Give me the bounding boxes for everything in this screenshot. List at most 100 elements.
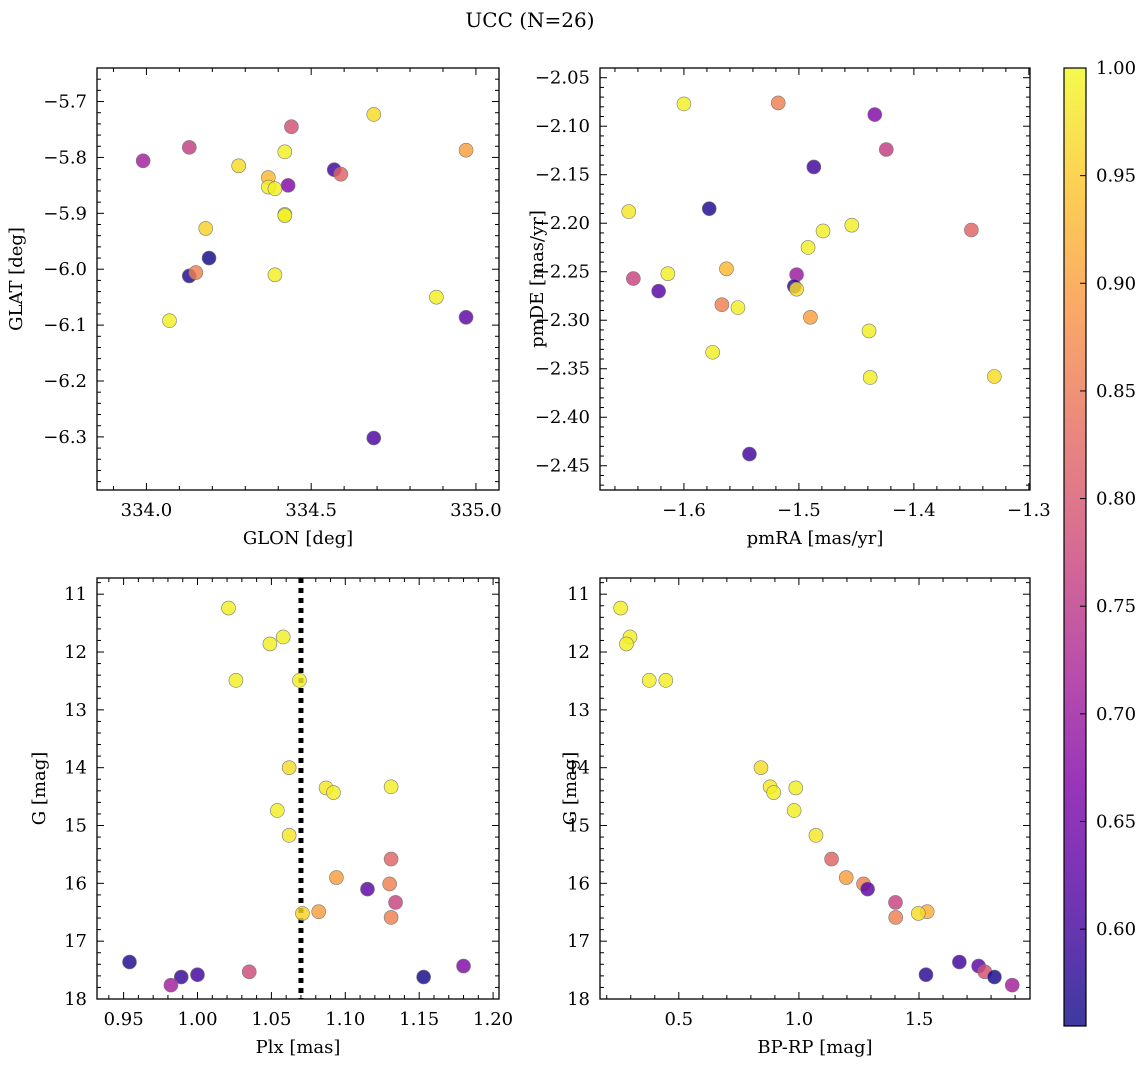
x-tick-label: 1.15	[399, 1009, 439, 1030]
data-point	[964, 222, 979, 238]
y-axis-label: pmDE [mas/yr]	[527, 210, 548, 348]
data-point	[383, 910, 399, 925]
colorbar-tick-label: 0.70	[1096, 704, 1136, 725]
data-points	[122, 600, 471, 993]
plot-area	[599, 577, 1031, 1000]
data-point	[360, 881, 375, 897]
scatter-panel-3: 0.95 1.00 1.05 1.10 1.15 1.20 11 12 13 14 15 16 17 18…	[29, 577, 513, 1058]
y-tick-label: 15	[567, 816, 590, 837]
y-tick-label: −2.45	[535, 456, 590, 477]
data-point	[676, 96, 692, 112]
colorbar-tick-label: 1.00	[1096, 58, 1136, 79]
data-point	[262, 636, 278, 652]
data-point	[228, 673, 244, 688]
y-tick-label: −2.25	[535, 262, 590, 283]
y-tick-label: −6.0	[43, 259, 87, 280]
data-point	[613, 600, 628, 616]
data-point	[458, 142, 474, 158]
scatter-panel-1: 334.0 334.5 335.0 −5.7 −5.8 −5.9 −6.0 −6.1 −6.2 −…	[6, 67, 502, 549]
data-point	[277, 144, 293, 160]
plot-area	[599, 67, 1031, 491]
data-point	[458, 309, 474, 325]
data-point	[714, 297, 730, 313]
y-tick-label: −6.1	[43, 315, 87, 336]
data-point	[803, 310, 818, 325]
data-point	[730, 300, 746, 315]
data-point	[705, 344, 720, 360]
colorbar-tick-label: 0.80	[1096, 489, 1136, 510]
data-point	[651, 283, 666, 299]
data-point	[275, 629, 291, 645]
x-tick-label: 1.05	[251, 1009, 291, 1030]
data-point	[658, 673, 674, 688]
colorbar-frame	[1063, 67, 1087, 1027]
data-point	[641, 673, 657, 688]
axes-frame	[599, 577, 1031, 1000]
data-point	[311, 904, 326, 919]
y-tick-label: 16	[64, 873, 87, 894]
data-point	[270, 803, 285, 818]
y-axis-label: G [mag]	[29, 752, 50, 825]
data-point	[987, 369, 1002, 384]
data-point	[163, 977, 179, 993]
data-point	[280, 178, 296, 193]
y-tick-label: 15	[64, 816, 87, 837]
data-point	[660, 266, 676, 281]
data-point	[878, 142, 894, 157]
data-point	[188, 265, 204, 280]
x-tick-label: −1.5	[777, 500, 821, 521]
x-tick-label: 0.5	[664, 1009, 693, 1030]
data-point	[295, 906, 310, 921]
data-point	[1004, 977, 1020, 993]
data-point	[910, 906, 926, 921]
x-tick-label: 335.0	[450, 500, 502, 521]
data-point	[619, 636, 634, 652]
axes-frame	[96, 67, 500, 491]
y-tick-label: −5.7	[43, 92, 87, 113]
data-point	[824, 851, 839, 867]
data-point	[800, 240, 816, 255]
axes-frame	[96, 577, 500, 1000]
data-point	[382, 876, 397, 892]
x-tick-label: 1.0	[785, 1009, 814, 1030]
data-point	[862, 370, 878, 385]
y-tick-label: −2.15	[535, 165, 590, 186]
data-point	[284, 119, 299, 134]
data-point	[366, 430, 382, 446]
data-point	[366, 107, 382, 122]
data-point	[701, 201, 717, 216]
y-tick-label: 18	[567, 989, 590, 1010]
y-axis-label: G [mag]	[560, 752, 581, 825]
colorbar-tick-label: 0.60	[1096, 919, 1136, 940]
data-point	[292, 673, 307, 688]
x-tick-label: −1.6	[662, 500, 706, 521]
data-point	[383, 851, 399, 867]
data-points	[621, 95, 1002, 462]
scatter-panel-4: 0.5 1.0 1.5 11 12 13 14 15 16 17 18 BP-RP [mag] G [m…	[560, 577, 1031, 1058]
data-point	[277, 208, 293, 223]
data-point	[753, 760, 769, 775]
y-tick-label: 18	[64, 989, 87, 1010]
x-tick-label: 1.20	[473, 1009, 513, 1030]
colorbar-tick-label: 0.90	[1096, 273, 1136, 294]
x-axis-label: pmRA [mas/yr]	[747, 528, 884, 549]
data-point	[888, 910, 904, 925]
y-tick-label: −6.2	[43, 371, 87, 392]
x-tick-label: −1.4	[892, 500, 936, 521]
y-tick-label: −2.30	[535, 310, 590, 331]
data-point	[770, 95, 786, 111]
y-tick-label: 12	[567, 642, 590, 663]
x-axis-label: Plx [mas]	[256, 1037, 341, 1058]
y-tick-label: −2.05	[535, 68, 590, 89]
y-tick-label: −5.8	[43, 147, 87, 168]
data-point	[190, 967, 205, 983]
x-axis-label: BP-RP [mag]	[757, 1037, 872, 1058]
x-axis-label: GLON [deg]	[243, 528, 353, 549]
data-point	[267, 181, 283, 197]
y-tick-label: 13	[64, 700, 87, 721]
data-point	[326, 785, 341, 800]
y-axis-label: GLAT [deg]	[6, 227, 27, 331]
data-point	[867, 107, 883, 122]
y-tick-label: 16	[567, 873, 590, 894]
